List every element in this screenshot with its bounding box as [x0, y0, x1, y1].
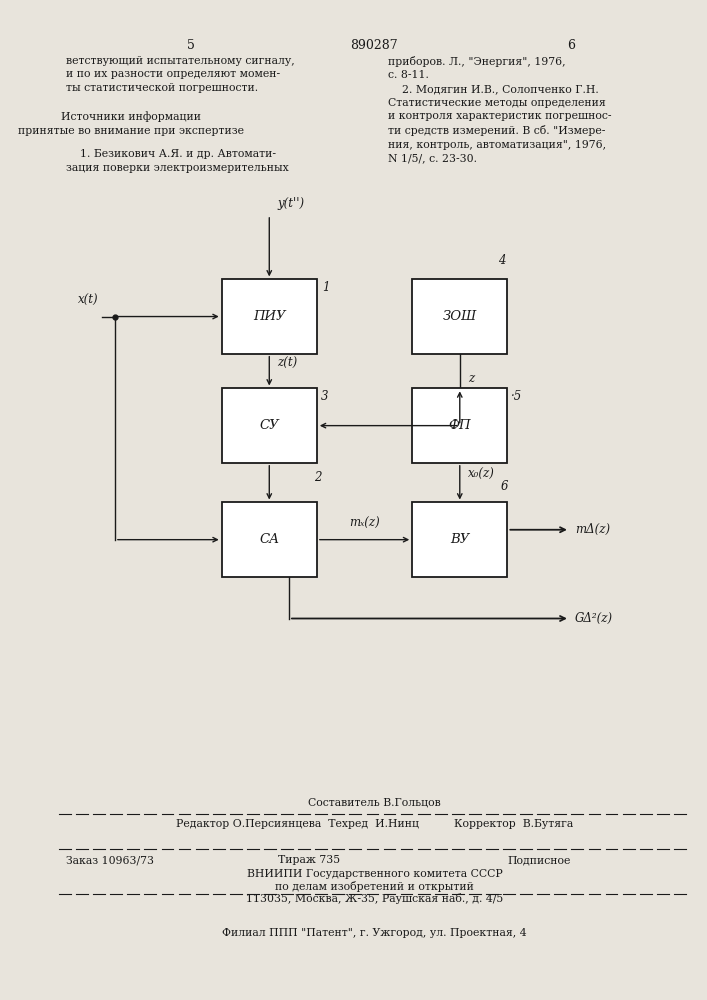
- FancyBboxPatch shape: [222, 388, 317, 463]
- Text: GΔ²(z): GΔ²(z): [575, 612, 613, 625]
- FancyBboxPatch shape: [412, 502, 508, 577]
- FancyBboxPatch shape: [412, 279, 508, 354]
- Text: Составитель В.Гольцов: Составитель В.Гольцов: [308, 797, 440, 807]
- Text: x(t): x(t): [78, 294, 98, 307]
- Text: ФП: ФП: [448, 419, 471, 432]
- Text: СА: СА: [259, 533, 279, 546]
- Text: по делам изобретений и открытий: по делам изобретений и открытий: [275, 881, 474, 892]
- Text: 113035, Москва, Ж-35, Раушская наб., д. 4/5: 113035, Москва, Ж-35, Раушская наб., д. …: [246, 893, 503, 904]
- FancyBboxPatch shape: [412, 388, 508, 463]
- Text: 1. Безикович А.Я. и др. Автомати-
зация поверки электроизмерительных: 1. Безикович А.Я. и др. Автомати- зация …: [66, 149, 288, 173]
- Text: x₀(z): x₀(z): [467, 468, 494, 481]
- Text: 3: 3: [321, 390, 328, 403]
- Text: 6: 6: [501, 480, 508, 493]
- Text: Редактор О.Персиянцева  Техред  И.Нинц          Корректор  В.Бутяга: Редактор О.Персиянцева Техред И.Нинц Кор…: [176, 819, 573, 829]
- Text: mₓ(z): mₓ(z): [349, 517, 380, 530]
- Text: приборов. Л., "Энергия", 1976,
с. 8-11.
    2. Модягин И.В., Солопченко Г.Н.
Ста: приборов. Л., "Энергия", 1976, с. 8-11. …: [387, 56, 611, 163]
- Text: Филиал ППП "Патент", г. Ужгород, ул. Проектная, 4: Филиал ППП "Патент", г. Ужгород, ул. Про…: [222, 928, 527, 938]
- Text: Подписное: Подписное: [507, 855, 571, 865]
- Text: mΔ(z): mΔ(z): [575, 523, 610, 536]
- Text: ВУ: ВУ: [450, 533, 469, 546]
- Text: 2: 2: [314, 471, 321, 484]
- Text: СУ: СУ: [259, 419, 279, 432]
- Text: ПИУ: ПИУ: [253, 310, 286, 323]
- Text: ·5: ·5: [510, 390, 522, 403]
- Text: 6: 6: [568, 39, 575, 52]
- Text: 1: 1: [322, 281, 329, 294]
- Text: 890287: 890287: [351, 39, 398, 52]
- Text: ВНИИПИ Государственного комитета СССР: ВНИИПИ Государственного комитета СССР: [247, 869, 502, 879]
- FancyBboxPatch shape: [222, 502, 317, 577]
- Text: Заказ 10963/73: Заказ 10963/73: [66, 855, 153, 865]
- Text: z(t): z(t): [277, 357, 298, 370]
- Text: y(t''): y(t''): [277, 197, 304, 210]
- FancyBboxPatch shape: [222, 279, 317, 354]
- Text: Тираж 735: Тираж 735: [278, 855, 340, 865]
- Text: 4: 4: [498, 254, 505, 267]
- Text: ЗОШ: ЗОШ: [443, 310, 477, 323]
- Text: z: z: [467, 372, 474, 385]
- Text: Источники информации
принятые во внимание при экспертизе: Источники информации принятые во внимани…: [18, 111, 245, 136]
- Text: 5: 5: [187, 39, 194, 52]
- Text: ветствующий испытательному сигналу,
и по их разности определяют момен-
ты статис: ветствующий испытательному сигналу, и по…: [66, 56, 294, 93]
